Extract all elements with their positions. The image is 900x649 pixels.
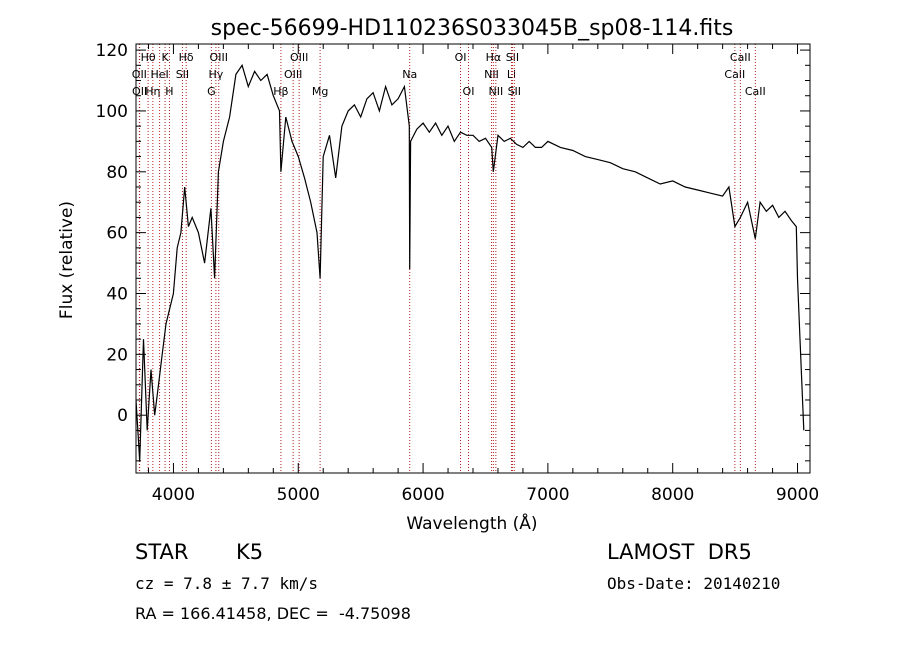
line-label: CaII [724,68,745,81]
line-label: K [161,51,169,64]
line-label: CaII [745,85,766,98]
y-tick-label: 0 [117,406,128,426]
line-label: Hα [486,51,502,64]
line-label: OIII [210,51,228,64]
survey-name: LAMOST DR5 [607,540,752,564]
subclass: K5 [236,540,264,564]
line-label: Li [507,68,516,81]
x-tick-label: 7000 [526,485,569,505]
line-label: Hη [145,85,160,98]
y-tick-label: 80 [106,163,128,183]
line-label: Hγ [208,68,223,81]
plot-frame [135,43,811,474]
y-axis-label: Flux (relative) [57,201,77,319]
chart-title: spec-56699-HD110236S033045B_sp08-114.fit… [211,16,734,41]
x-axis: 4000 5000 6000 7000 8000 9000 [147,44,819,505]
line-label: H [165,85,173,98]
x-tick-label: 5000 [277,485,320,505]
x-tick-label: 8000 [651,485,694,505]
y-tick-label: 100 [96,102,128,122]
x-tick-label: 9000 [776,485,819,505]
line-label: Mg [312,85,328,98]
x-axis-label: Wavelength (Å) [406,512,537,534]
line-label: OIII [284,68,302,81]
line-label: CaII [730,51,751,64]
line-label: SII [176,68,189,81]
marker-layer: HθOIIOIIHηHeIKHSIIHδGHγOIIIHβOIIIOIIIMgN… [132,44,766,473]
x-tick-label: 6000 [401,485,444,505]
line-label: SII [508,85,521,98]
obs-date: Obs-Date: 20140210 [607,574,781,593]
line-label: NII [484,68,499,81]
line-label: Hβ [273,85,288,98]
spectrum-layer [136,63,805,461]
redshift-text: cz = 7.8 ± 7.7 km/s [135,574,319,593]
line-label: OI [455,51,467,64]
y-tick-label: 40 [106,284,128,304]
line-label: SII [506,51,519,64]
line-label: Hθ [141,51,156,64]
y-tick-label: 20 [106,345,128,365]
line-label: Hδ [179,51,194,64]
spectrum-line [136,63,805,461]
x-tick-label: 4000 [152,485,195,505]
line-label: NII [488,85,503,98]
y-tick-label: 60 [106,224,128,244]
line-label: OI [463,85,475,98]
line-label: G [207,85,216,98]
line-label: HeI [150,68,168,81]
object-class: STAR [135,540,189,564]
line-label: OIII [290,51,308,64]
y-axis: 0 20 40 60 80 100 120 [96,41,810,462]
line-label: Na [402,68,417,81]
y-tick-label: 120 [96,41,128,61]
coordinates: RA = 166.41458, DEC = -4.75098 [135,604,411,623]
